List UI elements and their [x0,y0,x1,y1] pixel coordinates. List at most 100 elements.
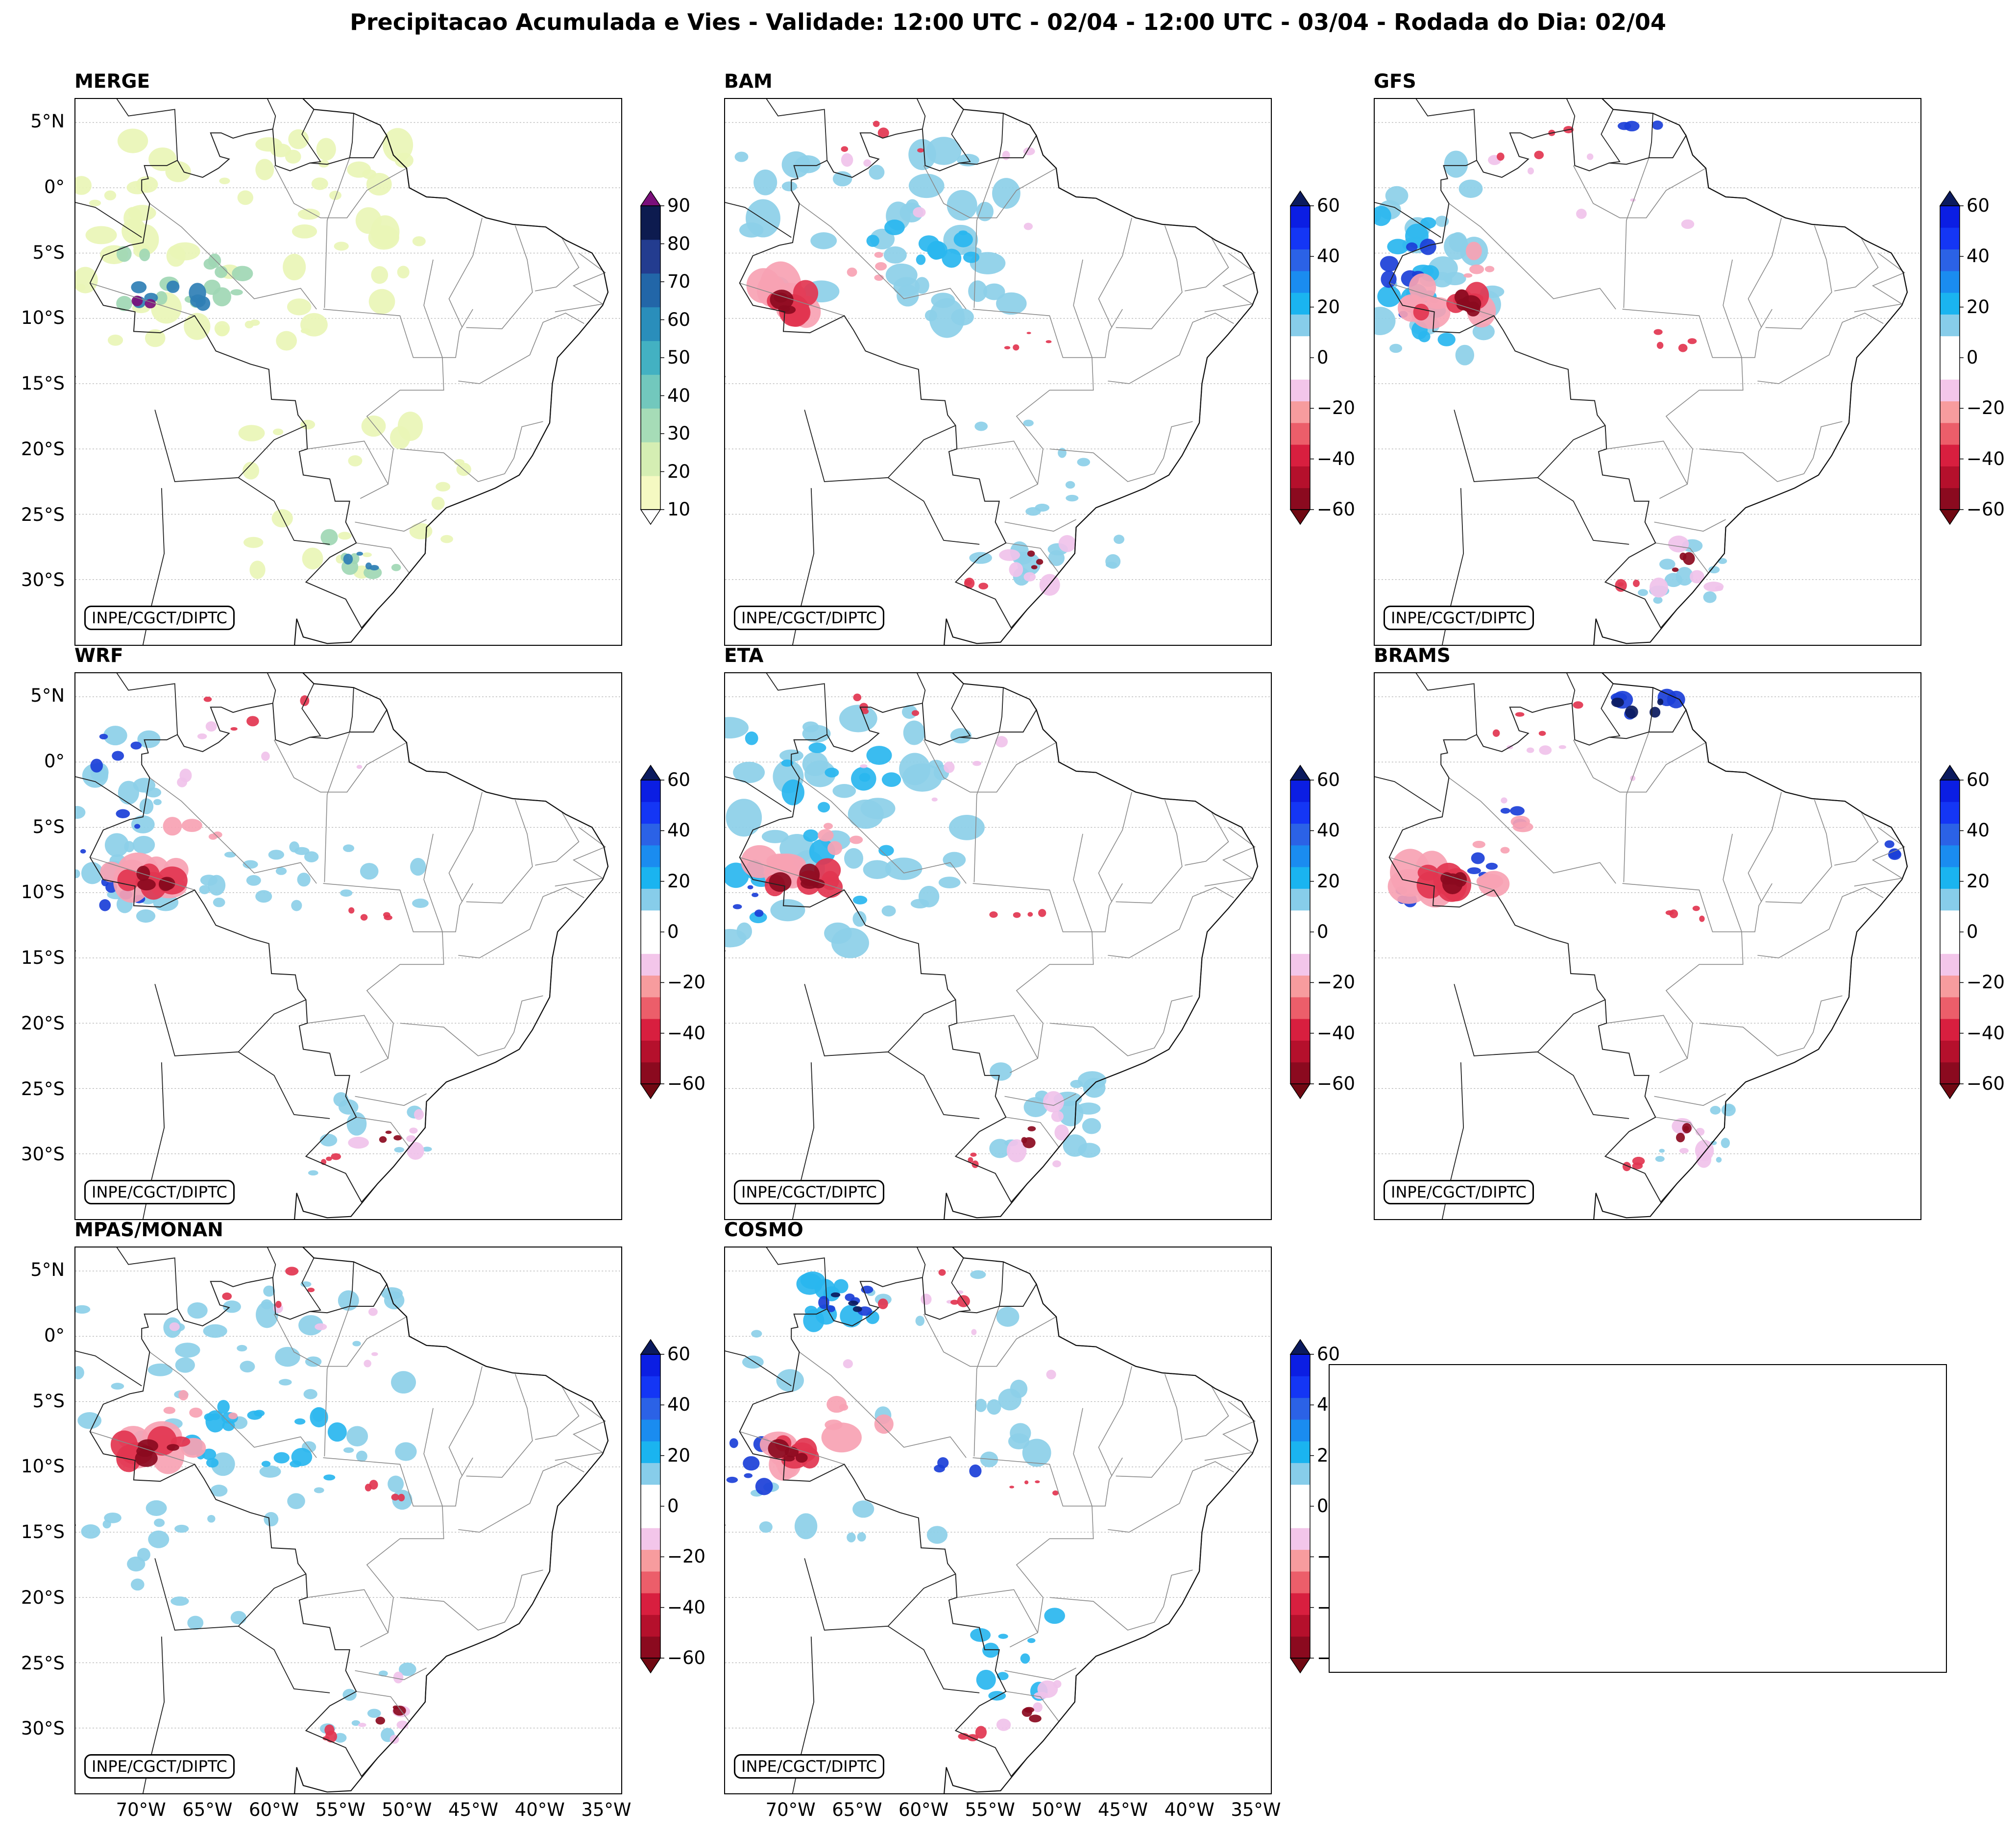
country-border [301,683,321,738]
field-patch [1418,331,1431,342]
country-border [1441,1062,1464,1219]
country-border [1441,488,1464,645]
field-patch [975,1726,987,1739]
field-patch [1653,596,1663,604]
country-border [804,410,956,482]
state-border [466,1374,533,1478]
field-patch [818,802,830,813]
field-patch [1467,867,1481,875]
state-border [1623,157,1650,308]
map-svg [725,673,1271,1219]
country-border [917,1247,926,1278]
field-patch [918,885,940,907]
field-patch [412,898,429,908]
field-patch [360,863,379,880]
colorbar-segment [1940,997,1960,1019]
field-patch [302,547,323,570]
field-patch [1465,242,1482,261]
state-border [1204,1401,1256,1461]
coastline [75,99,609,645]
map-area [724,98,1272,646]
field-patch [1682,1123,1692,1133]
field-patch [1615,579,1627,592]
field-patch [852,1306,862,1312]
field-patch [351,1720,361,1726]
field-patch [970,1270,986,1279]
field-patch [978,583,989,590]
field-patch [116,809,130,818]
state-border [555,827,607,887]
field-patch [1534,150,1544,159]
field-patch [869,165,885,180]
brazil-border [89,1277,609,1778]
field-patch [874,1414,894,1434]
country-border [75,1350,142,1387]
field-patch [215,324,229,337]
country-border [1601,683,1621,738]
field-patch [361,416,386,437]
colorbar-segment [1290,358,1310,380]
colorbar-tick-label: −40 [1317,1022,1356,1044]
state-border [1606,440,1688,485]
state-border [535,811,580,866]
state-border [555,1401,607,1461]
field-patch [1017,552,1041,576]
field-patch [970,1628,991,1642]
colorbar-tick-label: 70 [667,271,691,292]
field-patch [1710,1105,1721,1115]
country-border [238,1626,330,1693]
colorbar-tick-label: 20 [667,1444,691,1466]
field-patch [305,1356,322,1367]
map-svg [1375,99,1920,645]
lat-tick-label: 0° [44,750,65,772]
lon-tick-label: 60°W [898,1799,949,1820]
country-border [1537,477,1629,545]
field-patch [222,1300,241,1313]
field-patch [283,253,306,281]
colorbar-segment [1290,227,1310,250]
field-patch [983,283,1005,300]
field-patch [134,824,141,829]
field-patch [832,171,852,187]
field-patch [137,730,161,748]
colorbar-segment [1940,954,1960,976]
field-patch [725,717,749,739]
field-patch [804,760,836,787]
state-border [458,1461,584,1533]
colorbar-segment [641,802,660,824]
country-border [766,673,828,735]
map-area [724,1247,1272,1794]
state-border [1622,309,1773,358]
field-patch [827,841,843,856]
field-patch [860,764,868,768]
country-border [804,1558,956,1631]
colorbar-segment [641,1354,660,1376]
field-patch [131,281,147,293]
colorbar-tick-label: 0 [1317,921,1329,942]
state-border [400,1569,543,1631]
field-patch [165,161,191,182]
colorbar-segment [1940,314,1960,337]
field-patch [116,245,132,262]
field-patch [802,725,831,743]
state-border [1834,811,1879,866]
colorbar-segment [641,1614,660,1637]
field-patch [833,1279,849,1294]
field-patch [397,266,410,279]
field-patch [338,532,352,540]
field-patch [311,177,328,190]
field-patch [362,169,377,179]
colorbar-segment [1290,1549,1310,1572]
lat-tick-label: 20°S [21,1012,65,1034]
field-patch [388,1475,404,1492]
field-patch [811,879,825,889]
field-patch [866,235,879,247]
country-border [1375,776,1441,812]
field-patch [256,1301,278,1328]
field-patch [356,765,363,769]
colorbar-segment [1940,910,1960,932]
field-patch [398,1493,405,1502]
state-border [307,1589,389,1633]
field-patch [163,817,182,836]
field-patch [938,877,961,889]
